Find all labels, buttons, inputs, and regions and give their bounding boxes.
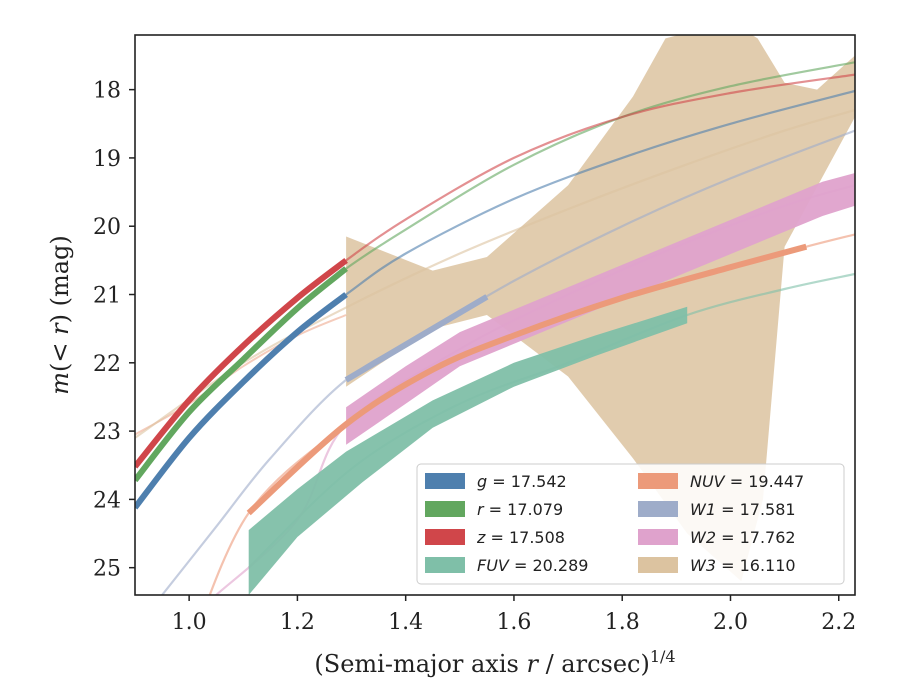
y-tick-label: 22: [93, 352, 121, 377]
series-nuv-fit-line-extension: [135, 314, 347, 436]
series-w3-band: [346, 35, 855, 582]
legend-label-value: = 17.508: [485, 528, 565, 547]
legend-swatch: [638, 473, 678, 489]
y-axis-label-part: m: [46, 372, 74, 395]
series-z-measured-line: [135, 258, 348, 469]
legend-label: FUV = 20.289: [477, 556, 588, 575]
legend-label: g = 17.542: [477, 472, 567, 491]
legend-label-value: = 19.447: [725, 472, 805, 491]
x-tick-label: 1.8: [605, 610, 640, 635]
plot-area: [135, 35, 855, 595]
legend-label: W1 = 17.581: [690, 500, 796, 519]
legend-label: z = 17.508: [476, 528, 565, 547]
y-tick-label: 20: [93, 215, 121, 240]
legend-label-band: W3: [690, 556, 716, 575]
series-fuv-band: [248, 306, 688, 595]
legend-swatch: [425, 557, 465, 573]
x-axis-label-exponent: 1/4: [650, 647, 676, 666]
x-tick-label: 2.0: [713, 610, 748, 635]
legend-swatch: [638, 557, 678, 573]
legend-label-value: = 17.581: [716, 500, 796, 519]
legend-label: W3 = 16.110: [690, 556, 796, 575]
legend-label-band: W1: [690, 500, 716, 519]
y-axis-label-part: (<: [46, 335, 74, 372]
legend-swatch: [425, 501, 465, 517]
series-w2-band: [346, 173, 855, 445]
legend-label-value: = 17.542: [487, 472, 567, 491]
legend-label: W2 = 17.762: [690, 528, 796, 547]
x-axis-label-part: / arcsec): [538, 650, 650, 678]
y-axis: 18 19 20 21 22 23 24 25: [93, 79, 135, 582]
legend-label-band: W2: [690, 528, 716, 547]
y-tick-label: 21: [93, 284, 121, 309]
legend-swatch: [425, 473, 465, 489]
y-tick-label: 23: [93, 420, 121, 445]
legend-label-value: = 17.079: [484, 500, 564, 519]
legend-label-value: = 16.110: [716, 556, 796, 575]
series-w1-measured-line: [344, 294, 489, 383]
legend-swatch: [638, 501, 678, 517]
legend: g = 17.542 NUV = 19.447 r = 17.079 W1 = 17.…: [416, 463, 845, 585]
y-tick-label: 19: [93, 147, 121, 172]
legend-label: NUV = 19.447: [690, 472, 804, 491]
plot-frame: [134, 34, 856, 596]
x-tick-label: 1.6: [496, 610, 531, 635]
series-nuv-measured-line: [246, 243, 808, 516]
legend-label-band: r: [477, 500, 485, 519]
series-g-measured-line: [135, 292, 348, 510]
y-axis-label: m(< r) (mag): [46, 235, 74, 395]
y-tick-label: 18: [93, 79, 121, 104]
x-axis-label-part: (Semi-major axis: [314, 650, 526, 678]
series-r-measured-line: [135, 266, 348, 483]
legend-label-band: FUV: [477, 556, 510, 575]
y-tick-label: 24: [93, 488, 121, 513]
legend-swatch: [425, 529, 465, 545]
legend-label-band: z: [476, 528, 486, 547]
legend-label: r = 17.079: [477, 500, 563, 519]
x-tick-label: 2.2: [821, 610, 856, 635]
x-tick-label: 1.4: [388, 610, 423, 635]
legend-frame: [416, 463, 845, 585]
legend-label-value: = 20.289: [509, 556, 589, 575]
y-axis-label-part: ) (mag): [46, 235, 74, 323]
x-axis-label-part: r: [526, 650, 539, 678]
x-tick-label: 1.0: [172, 610, 207, 635]
y-axis-label-part: r: [46, 322, 74, 335]
legend-swatch: [638, 529, 678, 545]
legend-label-band: g: [477, 472, 487, 491]
legend-label-value: = 17.762: [716, 528, 796, 547]
x-axis-label: (Semi-major axis r / arcsec)1/4: [314, 647, 675, 678]
legend-label-band: NUV: [690, 472, 726, 491]
x-tick-label: 1.2: [280, 610, 315, 635]
x-axis: 1.0 1.2 1.4 1.6 1.8 2.0 2.2: [172, 595, 856, 635]
y-tick-label: 25: [93, 557, 121, 582]
